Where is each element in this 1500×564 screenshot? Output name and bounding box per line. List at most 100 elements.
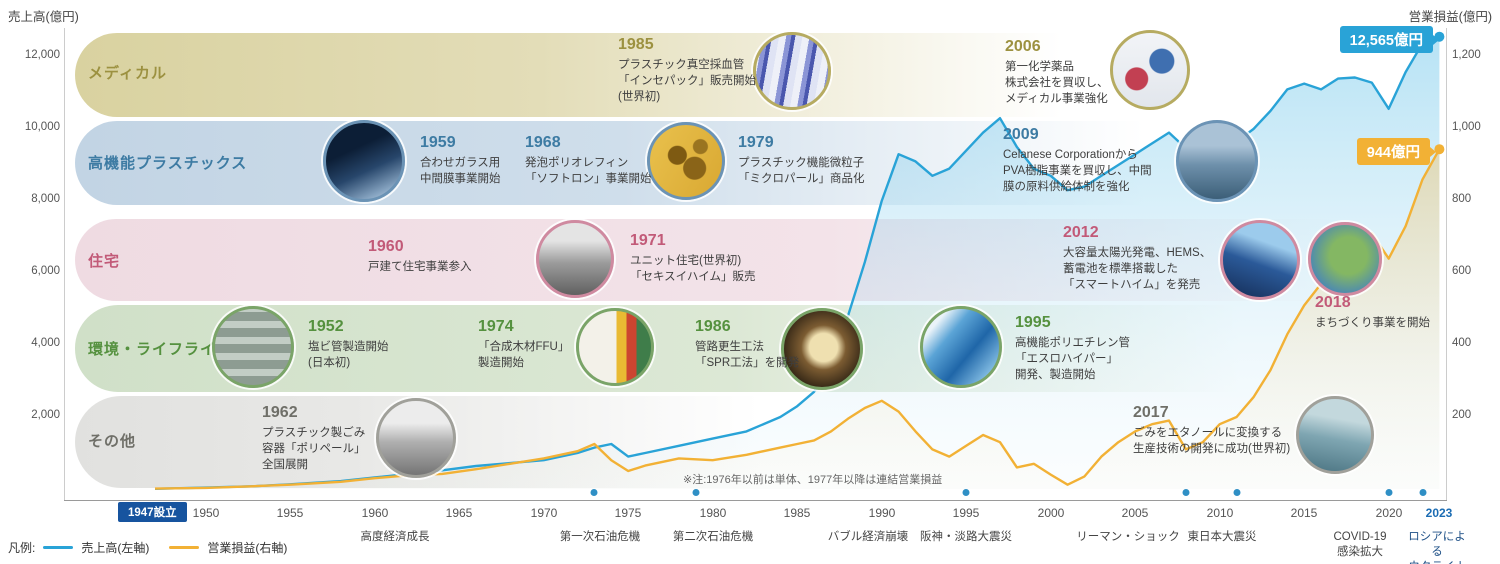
- event-2006-daiichi-acquisition: 2006 第一化学薬品 株式会社を買収し、 メディカル事業強化: [1005, 38, 1155, 107]
- era-covid19: COVID-19 感染拡大: [1333, 531, 1387, 558]
- right-tick-800: 800: [1452, 193, 1472, 205]
- band-label-environment-lifeline: 環境・ライフライン: [88, 341, 233, 358]
- era-tohoku-earthquake: 東日本大震災: [1187, 531, 1257, 543]
- year-1975: 1975: [614, 506, 642, 520]
- event-desc: 塩ビ管製造開始 (日本初): [308, 341, 389, 370]
- photo-1971-sekisui-heim-units: [536, 220, 614, 298]
- marker-dot-oil-crisis-2: [692, 489, 700, 496]
- right-tick-200: 200: [1452, 409, 1472, 421]
- marker-dot-covid19: [1385, 489, 1393, 496]
- legend-title: 凡例:: [8, 541, 36, 555]
- legend-profit-swatch: [169, 546, 200, 549]
- band-label-high-performance-plastics: 高機能プラスチックス: [88, 155, 248, 172]
- year-1965: 1965: [445, 506, 473, 520]
- legend-profit-label: 営業損益(右軸): [207, 541, 288, 555]
- event-1971-sekisui-heim: 1971 ユニット住宅(世界初) 「セキスイハイム」販売: [630, 232, 790, 285]
- event-year: 2009: [1003, 126, 1039, 143]
- event-1962-polypail: 1962 プラスチック製ごみ 容器「ポリペール」 全国展開: [262, 404, 392, 473]
- event-year: 1986: [695, 318, 731, 335]
- event-1960-detached-housing: 1960 戸建て住宅事業参入: [368, 238, 528, 275]
- event-year: 2018: [1315, 294, 1351, 311]
- event-2009-celanese-pva: 2009 Celanese Corporationから PVA樹脂事業を買収し、…: [1003, 126, 1181, 195]
- event-year: 1960: [368, 238, 404, 255]
- event-desc: 大容量太陽光発電、HEMS、 蓄電池を標準搭載した 「スマートハイム」を発売: [1063, 247, 1212, 292]
- era-bubble-collapse: バブル経済崩壊: [827, 531, 909, 543]
- event-desc: まちづくり事業を開始: [1315, 317, 1430, 329]
- profit-callout-value: 944億円: [1366, 145, 1420, 161]
- marker-dot-hanshin-earthquake: [962, 489, 970, 496]
- photo-1995-eslo-hyper-polyethylene-pipes: [920, 306, 1002, 388]
- photo-2018-town-development-aerial: [1308, 222, 1382, 296]
- left-tick-4000: 4,000: [31, 337, 60, 349]
- event-year: 1971: [630, 232, 666, 249]
- event-year: 2017: [1133, 404, 1169, 421]
- event-1979-micropearl: 1979 プラスチック機能微粒子 「ミクロパール」商品化: [738, 134, 903, 187]
- revenue-callout-arrow: [1433, 34, 1439, 45]
- marker-dot-ukraine-invasion: [1419, 489, 1427, 496]
- event-desc: ごみをエタノールに変換する 生産技術の開発に成功(世界初): [1133, 427, 1291, 456]
- timeline-axis: [64, 500, 1447, 501]
- profit-callout: 944億円: [1356, 138, 1436, 165]
- year-2000: 2000: [1037, 506, 1065, 520]
- era-lehman-shock: リーマン・ショック: [1076, 531, 1180, 543]
- event-1986-spr-method: 1986 管路更生工法 「SPR工法」を開発: [695, 318, 830, 371]
- right-axis-title: 営業損益(億円): [1408, 10, 1492, 24]
- era-second-oil-crisis: 第二次石油危機: [672, 531, 754, 543]
- revenue-callout-value: 12,565億円: [1349, 33, 1423, 49]
- event-1974-ffu: 1974 「合成木材FFU」 製造開始: [478, 318, 598, 371]
- event-desc: Celanese Corporationから PVA樹脂事業を買収し、中間 膜の…: [1003, 149, 1152, 194]
- event-desc: 第一化学薬品 株式会社を買収し、 メディカル事業強化: [1005, 61, 1109, 106]
- year-2015: 2015: [1290, 506, 1318, 520]
- era-hanshin-earthquake: 阪神・淡路大震災: [920, 531, 1012, 543]
- left-tick-8000: 8,000: [31, 193, 60, 205]
- event-year: 1968: [525, 134, 561, 151]
- event-year: 2006: [1005, 38, 1041, 55]
- event-desc: ユニット住宅(世界初) 「セキスイハイム」販売: [630, 255, 756, 284]
- event-year: 2012: [1063, 224, 1099, 241]
- era-high-economic-growth: 高度経済成長: [360, 531, 430, 543]
- left-tick-12000: 12,000: [24, 49, 60, 61]
- photo-1952-pvc-pipes: [212, 306, 294, 388]
- event-year: 1974: [478, 318, 514, 335]
- event-desc: 発泡ポリオレフィン 「ソフトロン」事業開始: [525, 157, 652, 186]
- left-axis-line: [64, 28, 65, 500]
- era-ukraine-invasion: ロシアによる ウクライナ侵攻: [1408, 531, 1466, 564]
- footnote: ※注:1976年以前は単体、1977年以降は連結営業損益: [683, 474, 943, 486]
- band-label-housing: 住宅: [88, 253, 121, 270]
- year-1980: 1980: [699, 506, 727, 520]
- year-1970: 1970: [530, 506, 558, 520]
- band-label-others: その他: [88, 433, 137, 450]
- year-1955: 1955: [276, 506, 304, 520]
- year-2005: 2005: [1121, 506, 1149, 520]
- right-tick-400: 400: [1452, 337, 1472, 349]
- year-1960: 1960: [361, 506, 389, 520]
- photo-1959-laminated-glass-interlayer: [323, 120, 405, 202]
- revenue-callout: 12,565億円: [1339, 26, 1439, 53]
- event-desc: 高機能ポリエチレン管 「エスロハイパー」 開発、製造開始: [1015, 337, 1130, 382]
- event-desc: 戸建て住宅事業参入: [368, 261, 472, 273]
- event-2018-town-development: 2018 まちづくり事業を開始: [1315, 294, 1465, 331]
- founding-badge: 1947設立: [118, 502, 187, 522]
- year-1995: 1995: [952, 506, 980, 520]
- right-tick-600: 600: [1452, 265, 1472, 277]
- year-1950: 1950: [192, 506, 220, 520]
- event-2017-ethanol-technology: 2017 ごみをエタノールに変換する 生産技術の開発に成功(世界初): [1133, 404, 1318, 457]
- marker-dot-lehman-shock: [1182, 489, 1190, 496]
- legend-revenue-swatch: [43, 546, 74, 549]
- right-tick-1200: 1,200: [1452, 49, 1481, 61]
- year-1985: 1985: [783, 506, 811, 520]
- left-axis-title: 売上高(億円): [8, 10, 79, 24]
- event-year: 1962: [262, 404, 298, 421]
- event-year: 1979: [738, 134, 774, 151]
- event-1968-softlon: 1968 発泡ポリオレフィン 「ソフトロン」事業開始: [525, 134, 680, 187]
- event-year: 1985: [618, 36, 654, 53]
- right-tick-1000: 1,000: [1452, 121, 1481, 133]
- era-first-oil-crisis: 第一次石油危機: [559, 531, 641, 543]
- event-desc: プラスチック真空採血管 「インセパック」販売開始 (世界初): [618, 59, 756, 104]
- band-label-medical: メディカル: [88, 65, 167, 82]
- photo-2009-pva-plant: [1176, 120, 1258, 202]
- event-year: 1995: [1015, 314, 1051, 331]
- year-2023: 2023: [1425, 506, 1453, 520]
- legend-revenue-label: 売上高(左軸): [81, 541, 150, 555]
